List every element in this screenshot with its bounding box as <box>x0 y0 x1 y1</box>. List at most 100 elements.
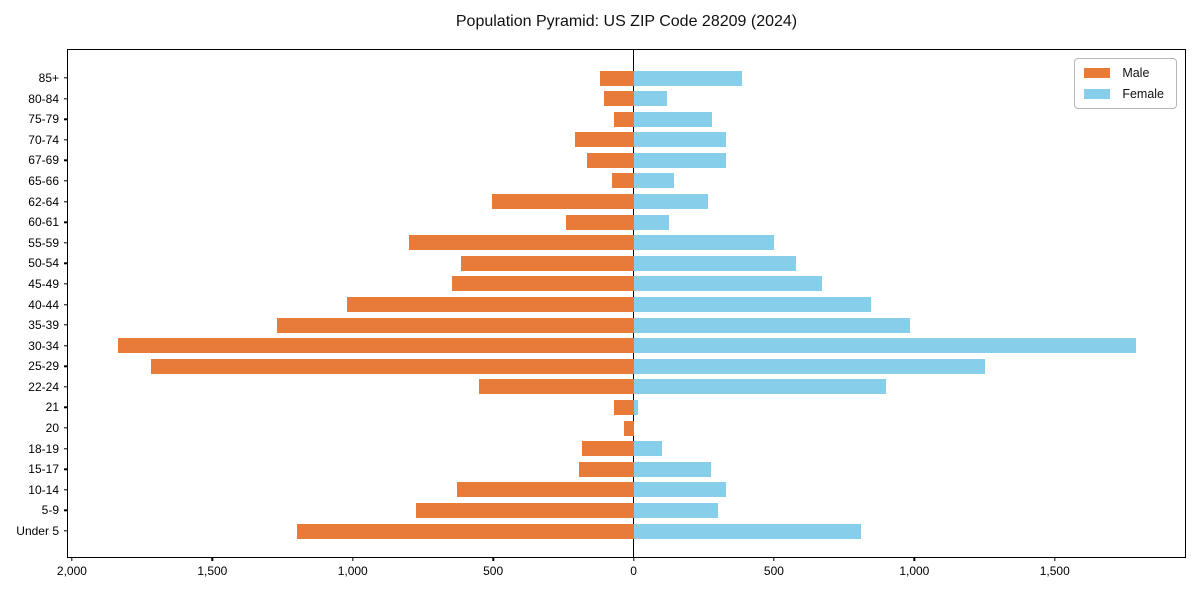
bar-female-22-24 <box>633 379 887 395</box>
x-tick-label-500: 500 <box>763 564 784 578</box>
y-tick-mark <box>64 447 68 450</box>
chart-title: Population Pyramid: US ZIP Code 28209 (2… <box>455 13 798 30</box>
bar-female-25-29 <box>633 358 985 374</box>
y-tick-mark <box>64 180 68 182</box>
y-tick-mark <box>64 324 68 326</box>
y-tick-mark <box>64 303 68 306</box>
y-tick-mark <box>64 530 68 532</box>
x-tick-label-2000: 2,000 <box>56 564 87 578</box>
y-tick-label-30-34: 30-34 <box>28 338 59 353</box>
y-tick-label-60-61: 60-61 <box>28 215 59 230</box>
bar-male-62-64 <box>491 194 634 210</box>
y-tick-label-20: 20 <box>45 421 59 436</box>
y-tick-label-62-64: 62-64 <box>28 194 59 209</box>
bar-female-10-14 <box>633 482 727 498</box>
x-tick-label-500: 500 <box>483 564 504 578</box>
bar-female-67-69 <box>633 152 727 168</box>
y-tick-label-45-49: 45-49 <box>28 276 59 291</box>
bar-male-under-5 <box>296 523 634 539</box>
y-tick-mark <box>64 97 68 100</box>
bar-female-45-49 <box>633 276 822 292</box>
bar-male-10-14 <box>456 482 634 498</box>
bar-female-50-54 <box>633 255 797 271</box>
y-tick-label-80-84: 80-84 <box>28 91 59 106</box>
y-tick-mark <box>64 406 68 409</box>
y-tick-mark <box>64 77 68 79</box>
bar-female-5-9 <box>633 502 718 518</box>
bar-male-21 <box>613 399 634 415</box>
y-tick-mark <box>64 365 68 367</box>
male-color-swatch <box>1084 68 1111 78</box>
x-tick-mark <box>352 557 354 561</box>
y-tick-label-67-69: 67-69 <box>28 153 59 168</box>
y-tick-label-35-39: 35-39 <box>28 318 59 333</box>
legend-entry-male: Male <box>1084 66 1164 80</box>
x-tick-mark <box>773 557 775 561</box>
y-tick-mark <box>64 468 68 470</box>
bar-male-45-49 <box>452 276 634 292</box>
y-tick-label-18-19: 18-19 <box>28 441 59 456</box>
legend: Male Female <box>1074 58 1177 109</box>
y-tick-label-40-44: 40-44 <box>28 297 59 312</box>
bar-female-55-59 <box>633 235 774 251</box>
x-tick-label-1000: 1,000 <box>337 564 368 578</box>
bar-male-50-54 <box>460 255 634 271</box>
bar-male-40-44 <box>347 297 634 312</box>
bar-female-62-64 <box>633 194 708 210</box>
bar-female-18-19 <box>633 441 662 457</box>
bar-male-55-59 <box>408 235 634 251</box>
bar-female-under-5 <box>633 523 861 539</box>
legend-label-female: Female <box>1122 87 1164 101</box>
y-tick-label-21: 21 <box>45 400 59 415</box>
bar-female-15-17 <box>633 461 711 477</box>
y-tick-label-25-29: 25-29 <box>28 359 59 374</box>
y-tick-label-50-54: 50-54 <box>28 256 59 271</box>
bar-male-5-9 <box>415 502 634 518</box>
x-tick-mark <box>71 557 73 561</box>
y-tick-mark <box>64 427 68 429</box>
y-tick-mark <box>64 139 68 141</box>
bar-male-60-61 <box>566 214 634 230</box>
y-tick-label-10-14: 10-14 <box>28 482 59 497</box>
bar-female-30-34 <box>633 338 1137 354</box>
bar-male-18-19 <box>581 441 634 457</box>
y-tick-label-15-17: 15-17 <box>28 462 59 477</box>
x-tick-mark <box>913 557 916 561</box>
y-tick-label-65-66: 65-66 <box>28 173 59 188</box>
plot-area: 85+ 80-84 75-79 70-74 67-69 65-66 62-64 60-61 55… <box>16 49 1186 578</box>
female-color-swatch <box>1084 89 1111 99</box>
x-tick-mark <box>211 557 214 561</box>
y-tick-mark <box>64 283 68 285</box>
x-tick-label-1500: 1,500 <box>197 564 228 578</box>
x-tick-label-0: 0 <box>630 564 637 578</box>
bar-male-30-34 <box>118 338 634 354</box>
y-tick-mark <box>64 344 68 347</box>
y-tick-mark <box>64 489 68 491</box>
y-tick-mark <box>64 159 68 162</box>
bar-male-20 <box>623 420 634 436</box>
y-tick-mark <box>64 386 68 388</box>
y-tick-label-22-24: 22-24 <box>28 379 59 394</box>
bar-male-70-74 <box>574 132 634 148</box>
y-tick-mark <box>64 200 68 203</box>
bar-female-35-39 <box>633 317 911 333</box>
x-tick-label-1000: 1,000 <box>899 564 930 578</box>
y-tick-label-70-74: 70-74 <box>28 132 59 147</box>
bar-male-15-17 <box>578 461 634 477</box>
x-tick-mark <box>492 557 494 561</box>
bar-female-80-84 <box>633 91 668 107</box>
y-tick-label-under-5: Under 5 <box>16 524 59 538</box>
x-tick-mark <box>1054 557 1056 561</box>
y-tick-mark <box>64 118 68 120</box>
bar-female-40-44 <box>633 297 871 312</box>
y-tick-label-55-59: 55-59 <box>28 235 59 250</box>
bar-female-60-61 <box>633 214 669 230</box>
y-tick-mark <box>64 262 68 265</box>
bar-female-75-79 <box>633 111 713 127</box>
legend-entry-female: Female <box>1084 87 1164 101</box>
x-tick-mark <box>632 557 635 561</box>
bar-male-75-79 <box>613 111 634 127</box>
bar-female-85+ <box>633 70 742 86</box>
bar-male-67-69 <box>587 152 634 168</box>
